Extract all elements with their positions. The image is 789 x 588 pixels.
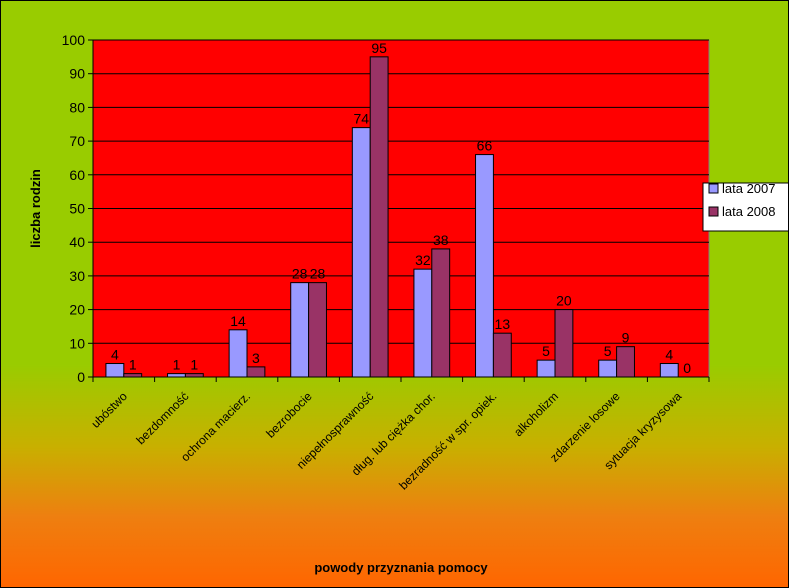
legend-swatch-2008 [708, 206, 719, 217]
bar-2007 [598, 359, 618, 378]
data-label: 5 [604, 343, 612, 359]
bar-2008 [554, 309, 574, 378]
data-label: 0 [683, 360, 691, 376]
x-category-label: bezdomność [134, 389, 192, 447]
y-tick-label: 20 [69, 302, 85, 318]
bar-2008 [184, 373, 204, 378]
bar-2008 [616, 346, 635, 378]
x-category-label: ubóstwo [88, 389, 130, 431]
data-label: 1 [129, 357, 137, 373]
bar-2008 [492, 332, 512, 378]
legend: lata 2007 lata 2008 [702, 181, 788, 232]
y-axis-ticks: 0 10 20 30 40 50 60 70 80 90 100 [62, 32, 93, 385]
y-tick-label: 0 [77, 369, 85, 385]
legend-swatch-2007 [708, 183, 719, 194]
bar-2008 [123, 373, 143, 378]
y-tick-label: 70 [69, 133, 85, 149]
gridlines [93, 39, 709, 344]
bar-2008 [246, 366, 266, 378]
bar-2007 [105, 363, 125, 378]
y-tick-label: 40 [69, 234, 85, 250]
y-tick-label: 100 [62, 32, 86, 48]
bars [105, 56, 679, 378]
data-label: 66 [477, 138, 493, 154]
bar-2007 [351, 127, 371, 378]
data-label: 32 [415, 252, 431, 268]
data-label: 28 [292, 266, 308, 282]
y-tick-label: 30 [69, 268, 85, 284]
x-category-label: bezrobocie [263, 389, 315, 441]
x-category-label: alkoholizm [511, 389, 561, 439]
data-label: 38 [433, 232, 449, 248]
bar-2007 [228, 329, 248, 378]
y-tick-label: 60 [69, 167, 85, 183]
bar-2007 [659, 363, 679, 378]
data-label: 1 [173, 357, 181, 373]
y-tick-label: 10 [69, 335, 85, 351]
data-label: 4 [665, 347, 673, 363]
data-label: 1 [190, 357, 198, 373]
bar-2008 [431, 248, 451, 378]
bar-2008 [369, 56, 389, 378]
data-label: 95 [371, 40, 387, 56]
bar-2007 [413, 268, 433, 378]
data-label: 74 [353, 111, 369, 127]
bar-2008 [308, 282, 327, 378]
data-label: 5 [542, 343, 550, 359]
data-label: 20 [556, 293, 572, 309]
y-axis-title: liczba rodzin [28, 169, 43, 248]
data-label: 3 [252, 350, 260, 366]
y-tick-label: 90 [69, 66, 85, 82]
data-label: 13 [495, 316, 511, 332]
legend-label: lata 2007 [722, 181, 776, 196]
x-axis-title: powody przyznania pomocy [314, 560, 488, 575]
bar-2007 [475, 154, 494, 378]
data-label: 4 [111, 347, 119, 363]
y-tick-label: 50 [69, 201, 85, 217]
data-label: 28 [310, 266, 326, 282]
bar-2007 [290, 282, 310, 378]
legend-label: lata 2008 [722, 204, 776, 219]
y-tick-label: 80 [69, 99, 85, 115]
bar-2007 [167, 373, 186, 378]
data-label: 9 [622, 330, 630, 346]
bar-2007 [536, 359, 556, 378]
data-label: 14 [230, 313, 246, 329]
